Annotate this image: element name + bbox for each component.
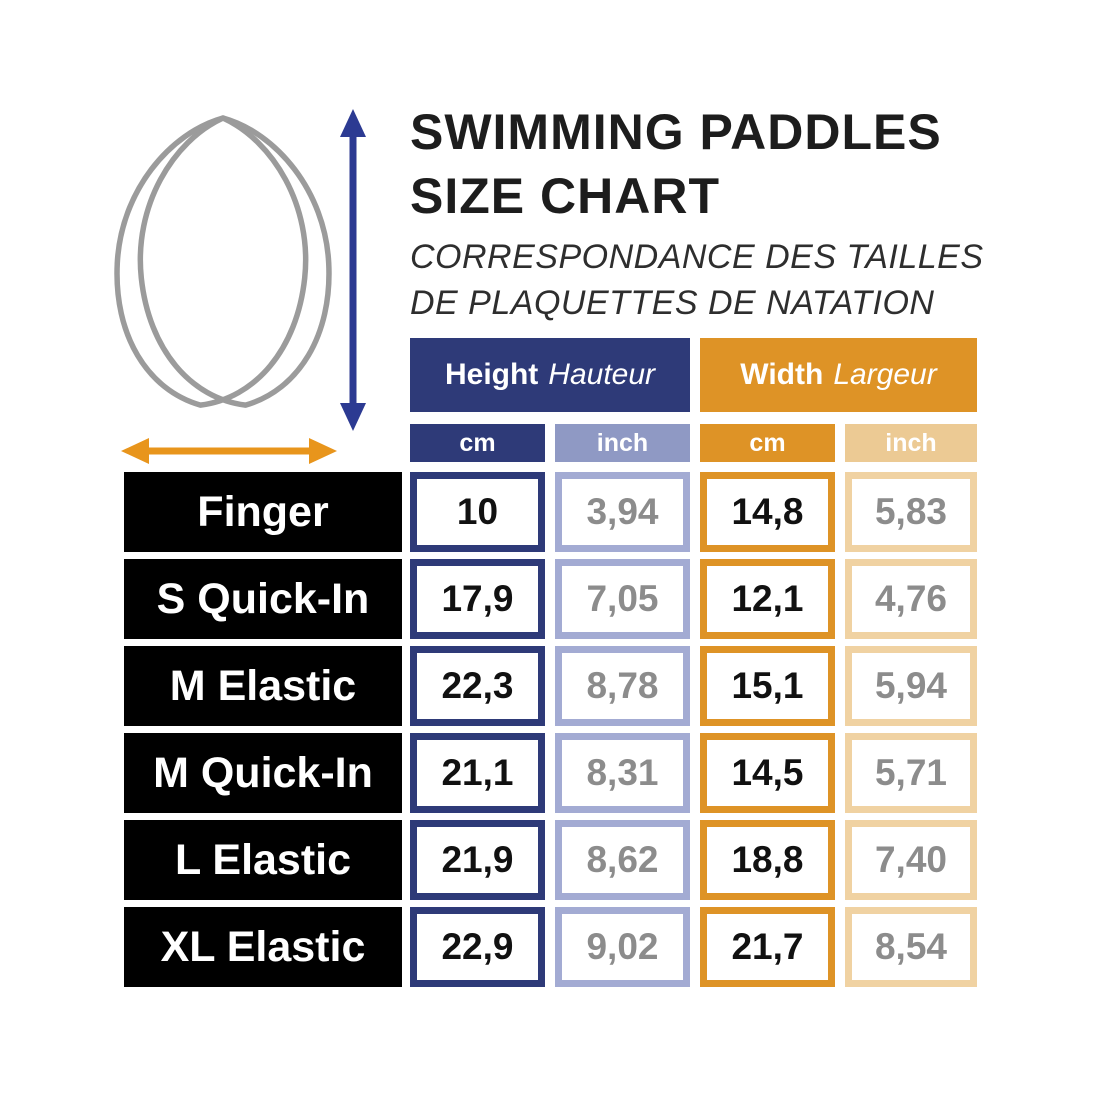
- cell-width-cm: 15,1: [700, 646, 835, 726]
- row-label: S Quick-In: [124, 559, 402, 639]
- cell-width-inch: 5,71: [845, 733, 977, 813]
- cell-height-inch: 3,94: [555, 472, 690, 552]
- width-label-en: Width: [740, 358, 824, 391]
- width-label-fr: Largeur: [833, 358, 937, 391]
- row-label: L Elastic: [124, 820, 402, 900]
- row-label: M Quick-In: [124, 733, 402, 813]
- cell-height-inch: 8,62: [555, 820, 690, 900]
- page-title-line1: SWIMMING PADDLES: [410, 104, 942, 160]
- height-label-fr: Hauteur: [548, 358, 656, 391]
- unit-header-width-inch: inch: [845, 424, 977, 462]
- page-subtitle: CORRESPONDANCE DES TAILLES DE PLAQUETTES…: [410, 234, 1010, 326]
- cell-height-cm: 10: [410, 472, 545, 552]
- width-column-header: Width Largeur: [700, 338, 977, 412]
- cell-width-cm: 14,8: [700, 472, 835, 552]
- paddle-illustration: [114, 109, 366, 464]
- cell-width-inch: 5,83: [845, 472, 977, 552]
- cell-width-cm: 21,7: [700, 907, 835, 987]
- cell-width-cm: 12,1: [700, 559, 835, 639]
- height-arrow-icon: [340, 109, 366, 431]
- height-label-en: Height: [444, 358, 539, 391]
- cell-height-inch: 8,78: [555, 646, 690, 726]
- unit-header-height-inch: inch: [555, 424, 690, 462]
- paddle-outline-icon: [114, 115, 332, 408]
- page-title-line2: SIZE CHART: [410, 168, 720, 224]
- unit-header-height-cm: cm: [410, 424, 545, 462]
- row-label: Finger: [124, 472, 402, 552]
- cell-height-cm: 21,9: [410, 820, 545, 900]
- cell-height-cm: 21,1: [410, 733, 545, 813]
- cell-width-inch: 8,54: [845, 907, 977, 987]
- page-subtitle-line1: CORRESPONDANCE DES TAILLES: [410, 238, 984, 276]
- cell-width-cm: 14,5: [700, 733, 835, 813]
- cell-height-inch: 9,02: [555, 907, 690, 987]
- unit-header-width-cm: cm: [700, 424, 835, 462]
- cell-width-inch: 7,40: [845, 820, 977, 900]
- page-subtitle-line2: DE PLAQUETTES DE NATATION: [410, 284, 935, 322]
- height-column-header: Height Hauteur: [410, 338, 690, 412]
- cell-height-cm: 22,3: [410, 646, 545, 726]
- cell-width-inch: 4,76: [845, 559, 977, 639]
- cell-height-inch: 7,05: [555, 559, 690, 639]
- row-label: XL Elastic: [124, 907, 402, 987]
- cell-height-inch: 8,31: [555, 733, 690, 813]
- title-block: SWIMMING PADDLES SIZE CHART CORRESPONDAN…: [410, 100, 1010, 326]
- row-label: M Elastic: [124, 646, 402, 726]
- cell-height-cm: 17,9: [410, 559, 545, 639]
- width-arrow-icon: [121, 438, 337, 464]
- cell-width-inch: 5,94: [845, 646, 977, 726]
- cell-height-cm: 22,9: [410, 907, 545, 987]
- cell-width-cm: 18,8: [700, 820, 835, 900]
